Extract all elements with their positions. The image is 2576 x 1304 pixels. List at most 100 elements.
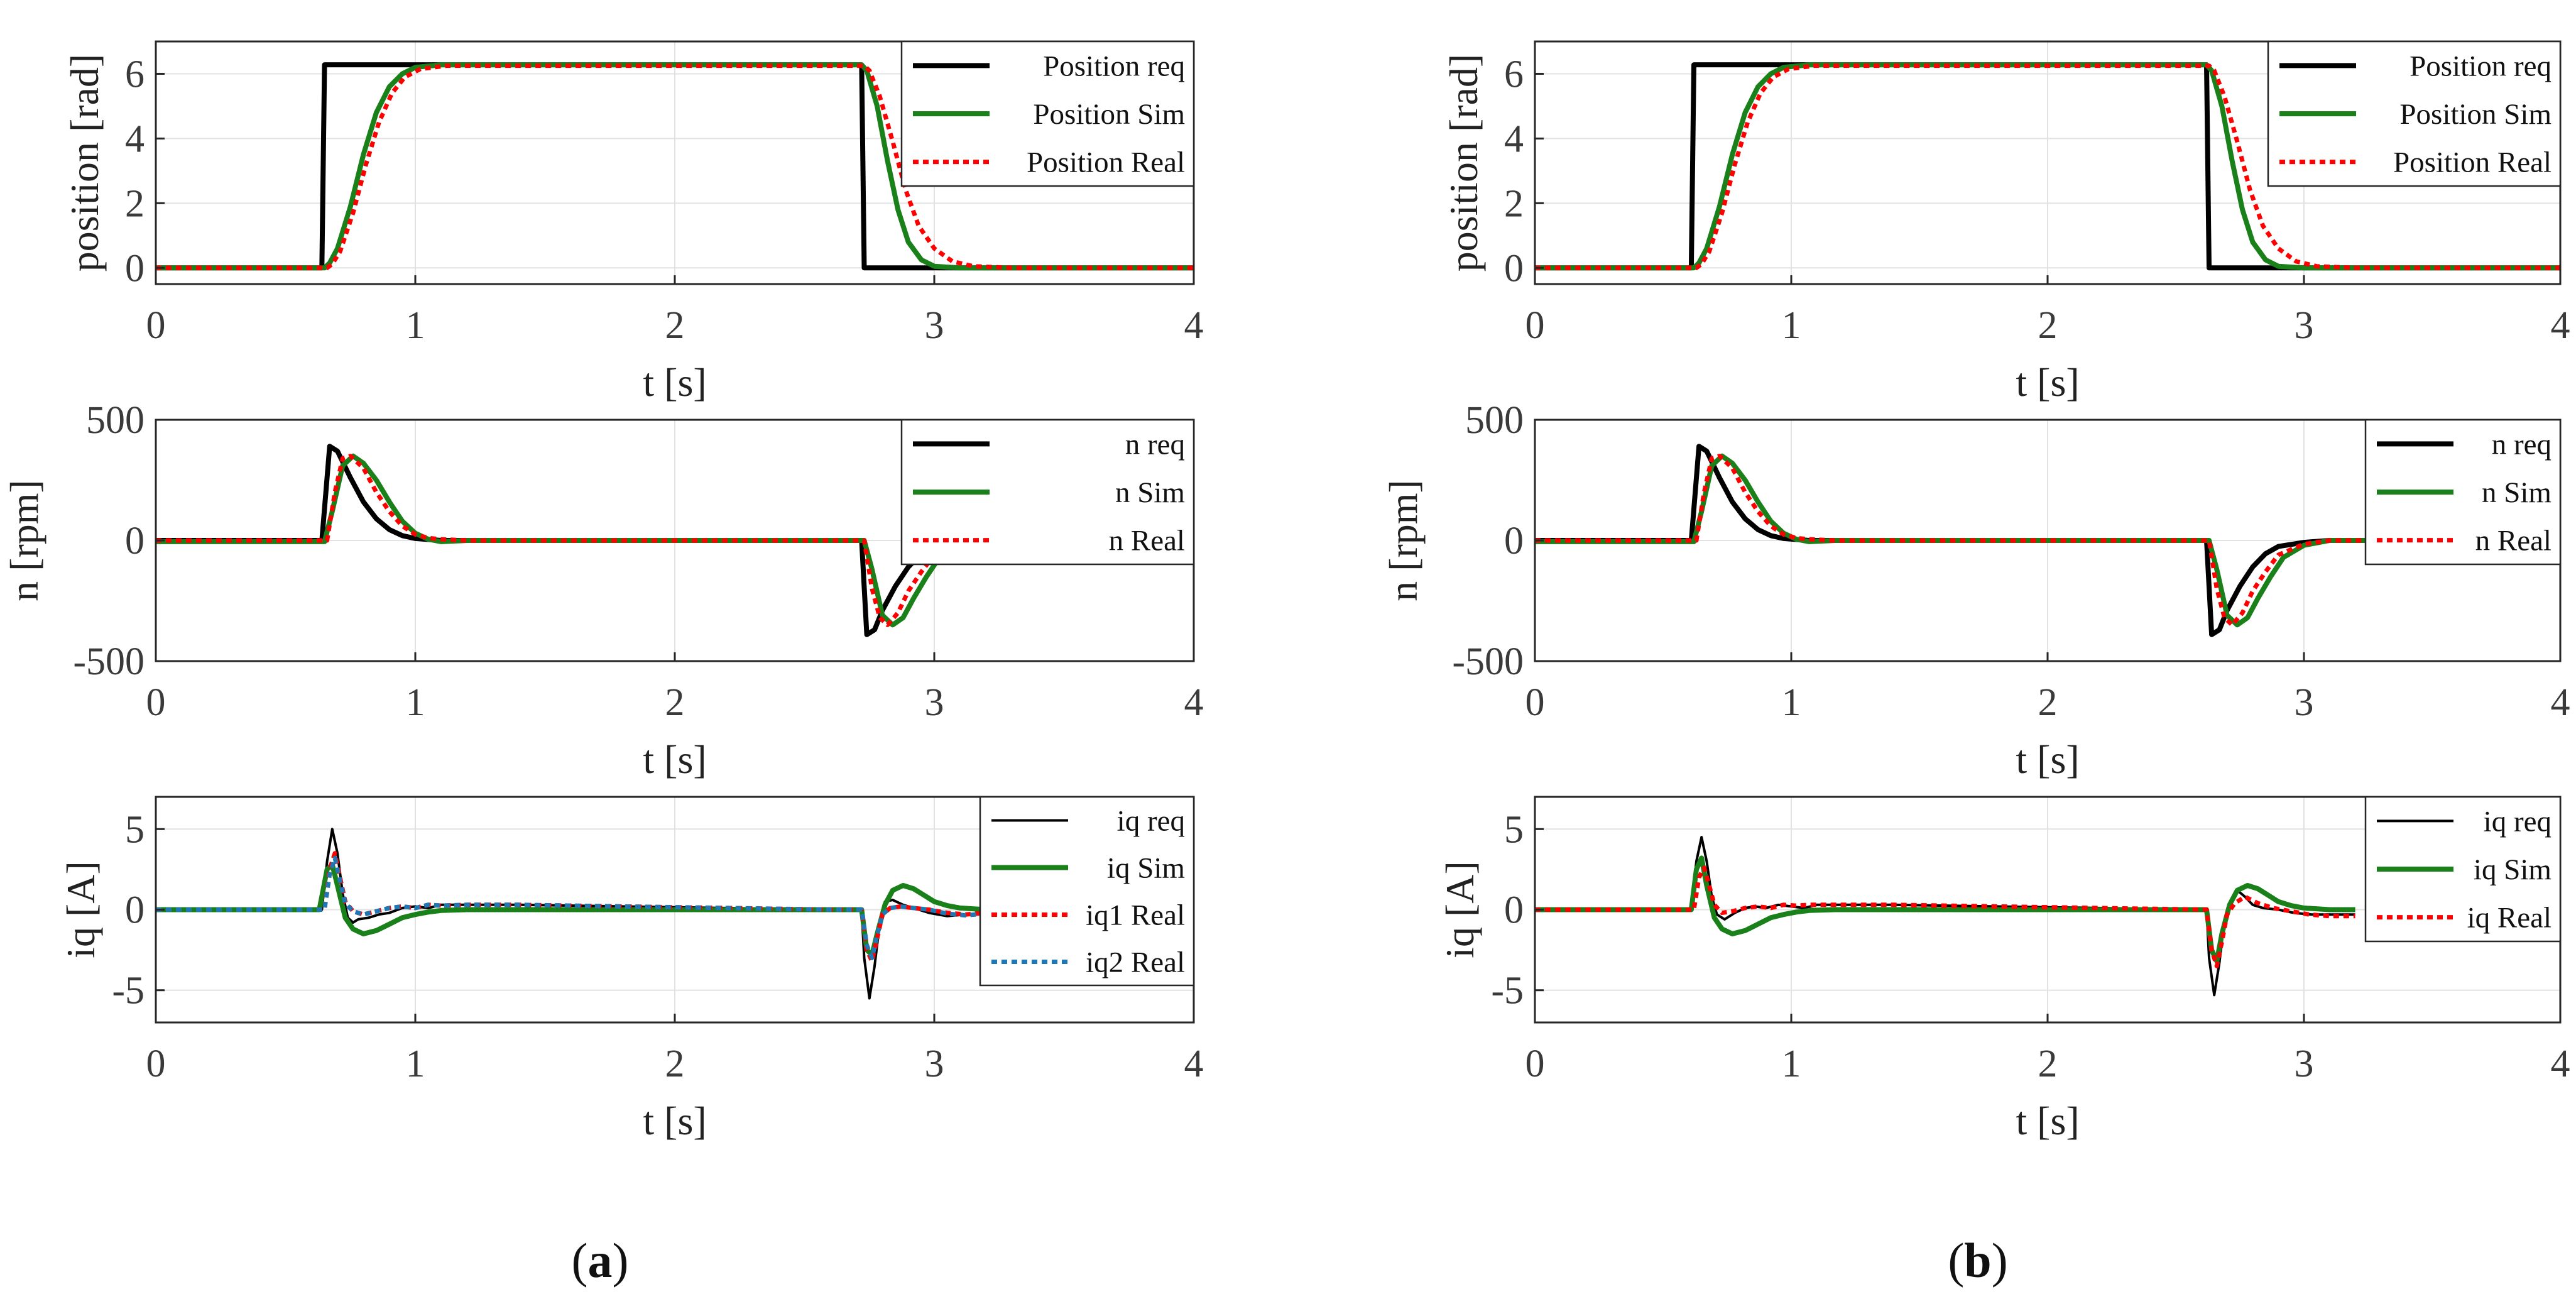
series-line-iq2-real — [156, 855, 986, 960]
legend-entry: n Real — [2475, 525, 2551, 557]
legend-entry: iq2 Real — [1086, 946, 1185, 979]
y-axis-label: n [rpm] — [1381, 479, 1426, 601]
series-line-iq-sim — [1535, 855, 2355, 964]
chart-b-position: 0 1 2 3 4 0 2 4 6 t [s] position [rad] Position req… — [1441, 40, 2570, 405]
legend-entry: iq req — [2484, 805, 2551, 838]
y-tick-label: 5 — [125, 808, 145, 851]
x-axis-label: t [s] — [2016, 1099, 2079, 1143]
x-tick-label: 1 — [1782, 304, 1801, 347]
y-tick-label: 0 — [1504, 247, 1524, 290]
y-tick-label: 6 — [1504, 53, 1524, 96]
y-tick-label: -5 — [112, 970, 145, 1012]
x-tick-label: 0 — [146, 1043, 166, 1085]
y-tick-label: 500 — [86, 399, 145, 442]
y-tick-label: 2 — [1504, 182, 1524, 225]
x-tick-label: 3 — [2295, 1043, 2314, 1085]
series-line-position-real — [156, 63, 1194, 270]
y-axis-label: position [rad] — [62, 54, 107, 272]
x-tick-label: 0 — [146, 304, 166, 347]
y-tick-label: 4 — [125, 118, 145, 160]
x-tick-label: 4 — [2551, 681, 2570, 724]
y-tick-label: -5 — [1491, 970, 1524, 1012]
legend-box — [979, 796, 1195, 987]
legend-entry: Position Real — [1027, 146, 1185, 179]
x-tick-label: 1 — [406, 1043, 425, 1085]
y-tick-label: 5 — [1504, 808, 1524, 851]
y-tick-label: 4 — [1504, 118, 1524, 160]
series-line-iq-real — [1535, 865, 2355, 968]
y-tick-label: 6 — [125, 53, 145, 96]
legend-entry: n Sim — [2482, 476, 2551, 509]
y-tick-label: 0 — [125, 520, 145, 562]
y-tick-label: 0 — [1504, 520, 1524, 562]
x-tick-label: 2 — [665, 304, 685, 347]
x-tick-label: 2 — [2038, 1043, 2058, 1085]
y-axis-label: n [rpm] — [2, 479, 46, 601]
y-axis-label: position [rad] — [1441, 54, 1486, 272]
x-axis-label: t [s] — [643, 1099, 706, 1143]
series-line-iq-sim — [156, 862, 986, 958]
x-tick-label: 2 — [2038, 304, 2058, 347]
legend-entry: Position req — [1043, 50, 1185, 82]
x-tick-label: 3 — [925, 304, 944, 347]
legend-entry: Position req — [2410, 50, 2551, 82]
x-tick-label: 1 — [1782, 1043, 1801, 1085]
x-tick-label: 1 — [406, 304, 425, 347]
x-axis-label: t [s] — [643, 737, 706, 782]
x-tick-label: 0 — [146, 681, 166, 724]
x-tick-label: 1 — [1782, 681, 1801, 724]
legend-entry: Position Sim — [1033, 98, 1185, 131]
caption-b: (b) — [1948, 1233, 2007, 1288]
y-axis-label: iq [A] — [1438, 861, 1482, 958]
legend-entry: iq Real — [2467, 902, 2551, 934]
x-axis-label: t [s] — [2016, 737, 2079, 782]
series-line-n-real — [156, 454, 1194, 627]
y-tick-label: 2 — [125, 182, 145, 225]
x-tick-label: 2 — [665, 1043, 685, 1085]
x-tick-label: 4 — [1184, 304, 1204, 347]
x-tick-label: 4 — [2551, 1043, 2570, 1085]
x-tick-label: 3 — [2295, 681, 2314, 724]
x-tick-label: 4 — [1184, 1043, 1204, 1085]
legend-entry: Position Real — [2393, 146, 2551, 179]
charts-layer: 0 1 2 3 4 0 2 4 6 t [s] position [rad] Position req… — [2, 40, 2570, 1143]
legend-entry: Position Sim — [2399, 98, 2551, 131]
x-tick-label: 3 — [2295, 304, 2314, 347]
x-tick-label: 2 — [2038, 681, 2058, 724]
x-tick-label: 3 — [925, 1043, 944, 1085]
chart-a-position: 0 1 2 3 4 0 2 4 6 t [s] position [rad] Position req… — [62, 40, 1204, 405]
legend-entry: n Real — [1109, 525, 1185, 557]
x-tick-label: 0 — [1525, 304, 1545, 347]
x-tick-label: 1 — [406, 681, 425, 724]
x-tick-label: 4 — [1184, 681, 1204, 724]
legend-entry: iq req — [1117, 805, 1185, 838]
x-axis-label: t [s] — [643, 360, 706, 405]
y-tick-label: 0 — [125, 247, 145, 290]
x-axis-label: t [s] — [2016, 360, 2079, 405]
legend-entry: n Sim — [1115, 476, 1185, 509]
x-tick-label: 0 — [1525, 681, 1545, 724]
series-line-position-real — [1535, 63, 2560, 270]
caption-a: (a) — [572, 1233, 629, 1288]
x-tick-label: 0 — [1525, 1043, 1545, 1085]
series-line-iq-req — [156, 828, 986, 1000]
x-tick-label: 4 — [2551, 304, 2570, 347]
y-tick-label: -500 — [1452, 640, 1524, 683]
y-axis-label: iq [A] — [58, 861, 103, 958]
y-tick-label: 0 — [1504, 889, 1524, 932]
y-tick-label: -500 — [73, 640, 145, 683]
x-tick-label: 3 — [925, 681, 944, 724]
y-tick-label: 0 — [125, 889, 145, 932]
legend-entry: n req — [1125, 428, 1185, 461]
legend-entry: iq Sim — [1107, 852, 1185, 885]
x-tick-label: 2 — [665, 681, 685, 724]
legend-entry: iq Sim — [2474, 853, 2551, 886]
legend-entry: n req — [2492, 428, 2551, 461]
y-tick-label: 500 — [1465, 399, 1524, 442]
legend-entry: iq1 Real — [1086, 899, 1185, 932]
